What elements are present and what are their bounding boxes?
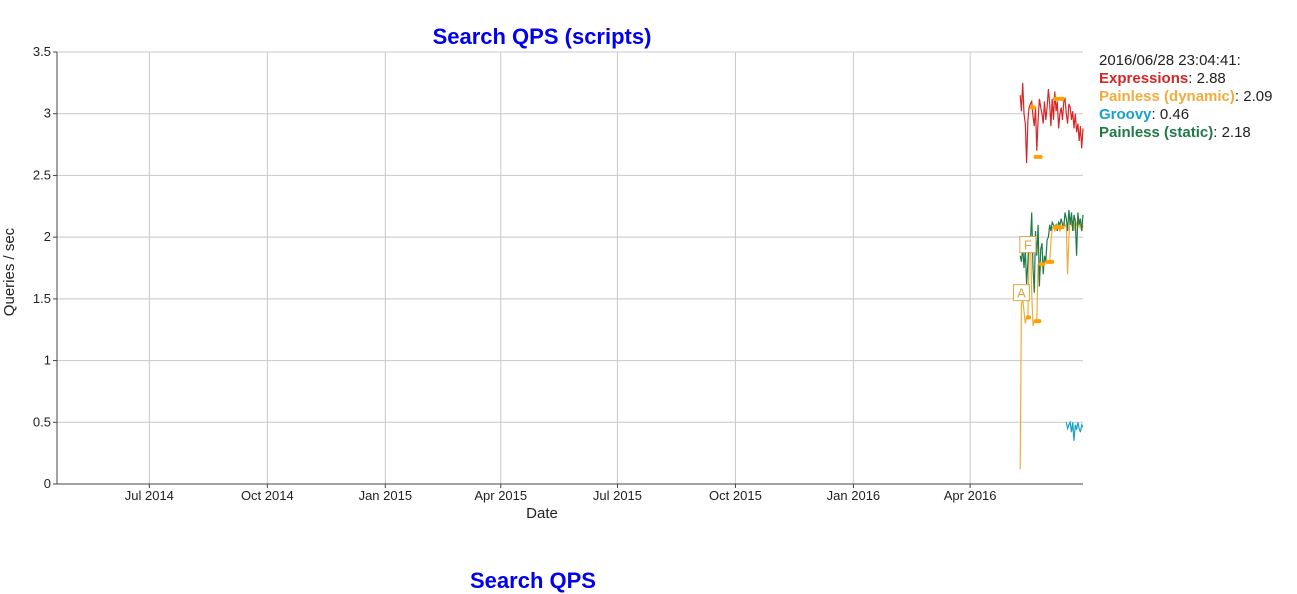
x-tick-label: Jul 2015 <box>593 488 642 503</box>
series-layer <box>1019 82 1084 470</box>
legend: 2016/06/28 23:04:41: Expressions: 2.88 Pa… <box>1099 52 1272 142</box>
x-tick-label: Apr 2016 <box>944 488 997 503</box>
series-line-expressions <box>1019 82 1084 164</box>
x-axis-label: Date <box>526 505 558 522</box>
legend-entry: Painless (static): 2.18 <box>1099 124 1272 142</box>
chart: Search QPS (scripts) 0 0.5 1 1.5 2 2.5 3 3.5 Jul… <box>1 24 1084 522</box>
annotation-label: F <box>1024 238 1032 253</box>
y-tick-label: 1.5 <box>33 291 51 306</box>
legend-series-value: 2.09 <box>1243 88 1273 105</box>
legend-separator: : <box>1234 88 1244 105</box>
legend-entry: Expressions: 2.88 <box>1099 70 1272 88</box>
legend-series-name: Groovy <box>1099 106 1152 123</box>
annotation-flag <box>1012 284 1030 302</box>
x-tick-label: Jul 2014 <box>125 488 174 503</box>
legend-separator: : <box>1151 106 1160 123</box>
x-tick-label: Apr 2015 <box>474 488 527 503</box>
y-tick-label: 3 <box>44 106 51 121</box>
legend-entry: Painless (dynamic): 2.09 <box>1099 88 1272 106</box>
legend-series-value: 0.46 <box>1159 106 1190 123</box>
legend-series-name: Expressions <box>1099 70 1189 87</box>
y-tick-label: 2 <box>44 229 51 244</box>
grid <box>57 51 1083 485</box>
x-tick-label: Jan 2015 <box>359 488 413 503</box>
annotations: AF <box>1012 236 1037 302</box>
y-tick-label: 0.5 <box>33 414 51 429</box>
x-tick-label: Jan 2016 <box>827 488 881 503</box>
x-tick-label: Oct 2015 <box>709 488 762 503</box>
legend-series-value: 2.18 <box>1221 124 1251 141</box>
y-tick-label: 2.5 <box>33 167 51 182</box>
axes: 0 0.5 1 1.5 2 2.5 3 3.5 Jul 2014 Oct 2014 Jan 2015… <box>33 44 1083 503</box>
y-axis-label: Queries / sec <box>1 227 18 316</box>
y-tick-label: 0 <box>44 476 51 491</box>
series-line-groovy <box>1065 420 1084 441</box>
legend-separator: : <box>1188 70 1197 87</box>
annotation-label: A <box>1017 286 1026 301</box>
legend-timestamp: 2016/06/28 23:04:41: <box>1099 52 1241 69</box>
legend-separator: : <box>1213 124 1222 141</box>
next-chart-title: Search QPS <box>470 568 596 593</box>
legend-series-value: 2.88 <box>1196 70 1226 87</box>
chart-title: Search QPS (scripts) <box>433 24 652 49</box>
y-tick-label: 3.5 <box>33 44 51 59</box>
annotation-flag <box>1019 236 1037 254</box>
legend-series-name: Painless (dynamic) <box>1099 88 1235 105</box>
y-tick-label: 1 <box>44 353 51 368</box>
legend-series-name: Painless (static) <box>1099 124 1214 141</box>
legend-rows: Expressions: 2.88 Painless (dynamic): 2.0… <box>1099 70 1272 142</box>
legend-entry: Groovy: 0.46 <box>1099 106 1272 124</box>
x-tick-label: Oct 2014 <box>241 488 294 503</box>
